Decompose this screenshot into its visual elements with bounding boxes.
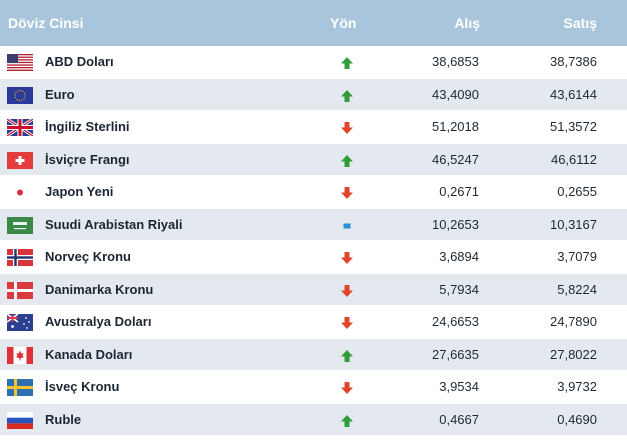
buy-rate: 24,6653: [432, 314, 479, 329]
currency-name: Japon Yeni: [45, 184, 114, 199]
table-row[interactable]: Japon Yeni 0,2671 0,2655: [0, 176, 627, 209]
buy-rate: 43,4090: [432, 86, 479, 102]
header-currency-name[interactable]: Döviz Cinsi: [8, 15, 84, 31]
table-row[interactable]: Norveç Kronu 3,6894 3,7079: [0, 241, 627, 274]
arrow-down-icon: [340, 186, 354, 200]
header-buy[interactable]: Alış: [454, 15, 480, 31]
table-row[interactable]: Avustralya Doları 24,6653 24,7890: [0, 306, 627, 339]
buy-rate: 46,5247: [432, 151, 479, 167]
sell-rate: 27,8022: [550, 346, 597, 362]
sell-rate: 43,6144: [550, 86, 597, 102]
header-direction[interactable]: Yön: [330, 15, 357, 31]
table-row[interactable]: Suudi Arabistan Riyali 10,2653 10,3167: [0, 208, 627, 241]
se-flag-icon: [7, 379, 33, 396]
sell-rate: 10,3167: [550, 216, 597, 232]
currency-name: İngiliz Sterlini: [45, 119, 130, 134]
sell-rate: 0,4690: [557, 411, 597, 427]
table-row[interactable]: ABD Doları 38,6853 38,7386: [0, 46, 627, 79]
buy-rate: 3,9534: [439, 379, 479, 394]
arrow-down-icon: [340, 121, 354, 135]
us-flag-icon: [7, 54, 33, 71]
eu-flag-icon: [7, 86, 33, 104]
flat-indicator-icon: [340, 219, 354, 233]
dk-flag-icon: [7, 281, 33, 299]
currency-name: İsveç Kronu: [45, 379, 120, 394]
buy-rate: 0,4667: [439, 411, 479, 427]
arrow-up-icon: [340, 349, 354, 363]
currency-name: Norveç Kronu: [45, 249, 131, 264]
table-row[interactable]: Euro 43,4090 43,6144: [0, 78, 627, 111]
arrow-down-icon: [340, 284, 354, 298]
arrow-down-icon: [340, 381, 354, 395]
currency-name: ABD Doları: [45, 54, 114, 69]
buy-rate: 0,2671: [439, 184, 479, 199]
sell-rate: 51,3572: [550, 119, 597, 134]
arrow-down-icon: [340, 316, 354, 330]
sell-rate: 0,2655: [557, 184, 597, 199]
table-row[interactable]: İsviçre Frangı 46,5247 46,6112: [0, 143, 627, 176]
uk-flag-icon: [7, 119, 33, 136]
au-flag-icon: [7, 314, 33, 331]
ch-flag-icon: [7, 151, 33, 169]
sell-rate: 38,7386: [550, 54, 597, 69]
currency-name: Kanada Doları: [45, 346, 133, 362]
table-row[interactable]: Danimarka Kronu 5,7934 5,8224: [0, 273, 627, 306]
table-row[interactable]: İngiliz Sterlini 51,2018 51,3572: [0, 111, 627, 144]
table-row[interactable]: İsveç Kronu 3,9534 3,9732: [0, 371, 627, 404]
currency-name: Avustralya Doları: [45, 314, 152, 329]
table-row[interactable]: Ruble 0,4667 0,4690: [0, 403, 627, 436]
sa-flag-icon: [7, 216, 33, 234]
table-row[interactable]: Kanada Doları 27,6635 27,8022: [0, 338, 627, 371]
sell-rate: 24,7890: [550, 314, 597, 329]
arrow-up-icon: [340, 414, 354, 428]
currency-name: İsviçre Frangı: [45, 151, 130, 167]
sell-rate: 5,8224: [557, 281, 597, 297]
buy-rate: 10,2653: [432, 216, 479, 232]
sell-rate: 46,6112: [550, 151, 597, 167]
sell-rate: 3,9732: [557, 379, 597, 394]
buy-rate: 3,6894: [439, 249, 479, 264]
arrow-down-icon: [340, 251, 354, 265]
table-body: ABD Doları 38,6853 38,7386 Euro 43,4090 43,61…: [0, 46, 627, 436]
buy-rate: 51,2018: [432, 119, 479, 134]
buy-rate: 5,7934: [439, 281, 479, 297]
header-sell[interactable]: Satış: [563, 15, 597, 31]
jp-flag-icon: [7, 184, 33, 201]
currency-name: Suudi Arabistan Riyali: [45, 216, 183, 232]
arrow-up-icon: [340, 89, 354, 103]
currency-name: Danimarka Kronu: [45, 281, 154, 297]
table-header: Döviz Cinsi Yön Alış Satış: [0, 0, 627, 46]
buy-rate: 38,6853: [432, 54, 479, 69]
buy-rate: 27,6635: [432, 346, 479, 362]
currency-name: Ruble: [45, 411, 82, 427]
arrow-up-icon: [340, 154, 354, 168]
sell-rate: 3,7079: [557, 249, 597, 264]
arrow-up-icon: [340, 56, 354, 70]
no-flag-icon: [7, 249, 33, 266]
ru-flag-icon: [7, 411, 33, 429]
currency-name: Euro: [45, 86, 75, 102]
ca-flag-icon: [7, 346, 33, 364]
